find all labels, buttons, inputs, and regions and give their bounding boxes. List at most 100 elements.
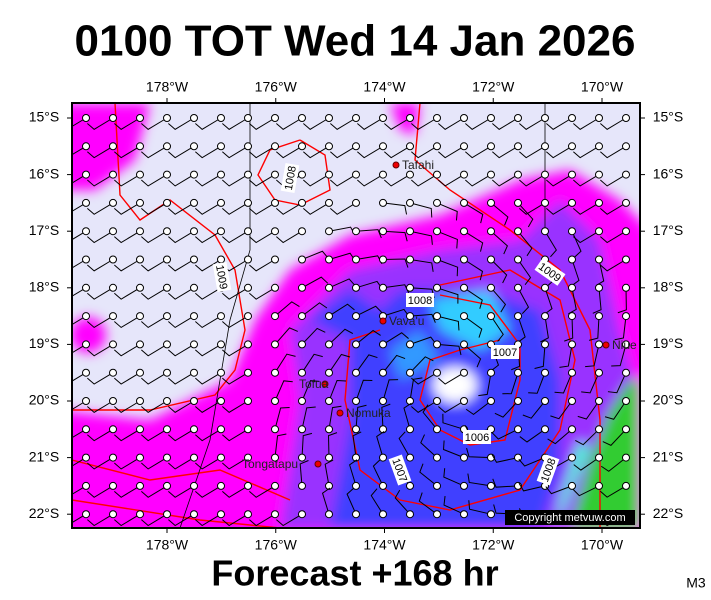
barb-station [271,481,279,490]
wind-barb [330,117,357,130]
barb-station [82,142,90,151]
wind-barb [382,202,408,215]
wind-barb [114,485,141,498]
wind-barb [328,278,356,289]
barb-station [487,114,495,122]
wind-barb [114,287,141,300]
barb-station [82,425,90,434]
lat-label: 18°S [29,279,60,295]
barb-station [325,453,333,462]
isobar-label: 1009 [213,264,229,290]
wind-barb [222,457,249,470]
barb-station [433,453,441,462]
barb-station [487,170,495,179]
wind-barb [463,344,482,368]
barb-station [622,397,630,405]
barb-station [271,170,279,179]
barb-station [487,142,495,151]
barb-station [487,510,495,519]
wind-barb [114,259,141,272]
lon-label: 172°W [472,79,515,95]
lat-label: 19°S [653,335,684,351]
wind-barb [303,202,330,215]
wind-barb [195,400,222,413]
barb-station [352,312,360,321]
wind-barb [611,344,627,367]
wind-barb [559,344,573,368]
wind-barb [384,117,411,130]
barb-station [190,312,198,321]
barb-station [568,255,576,264]
wind-barb [301,432,313,458]
barb-station [622,283,630,292]
isobar-label-group: 1008 [280,162,300,194]
lat-label: 17°S [29,222,60,238]
barb-station [352,283,360,292]
barb-station [460,255,468,264]
barb-station [406,142,414,151]
barb-station [217,142,225,151]
barb-station [514,283,522,292]
wind-barb [465,145,492,159]
wind-barb [492,478,519,488]
barb-station [352,170,360,179]
lat-label: 21°S [653,448,684,464]
barb-station [190,255,198,264]
isobar-label-box [491,345,519,359]
wind-barb [87,202,114,215]
wind-barb [382,230,408,242]
wind-barb [554,372,573,394]
barb-station [487,227,495,236]
barb-station [298,114,306,122]
wind-barb [330,202,357,215]
barb-station [514,397,522,405]
barb-station [244,255,252,264]
wind-barb [540,316,549,343]
wind-barb [195,428,222,442]
barb-station [163,425,171,434]
wind-barb [141,513,168,527]
isobar-label-group: 1007 [491,345,519,359]
wind-barb [517,202,534,228]
barb-station [190,481,198,490]
barb-station [541,114,549,122]
wind-barb [573,202,600,215]
wind-barb [438,400,465,413]
wind-barb [357,174,384,187]
barb-station [460,368,468,377]
barb-station [568,453,576,462]
title: 0100 TOT Wed 14 Jan 2026 [75,17,636,66]
barb-station [82,340,90,349]
wind-barb [465,400,492,415]
wind-barb [545,485,573,495]
isobar-label-group: 1008 [406,293,434,307]
barb-station [595,453,603,462]
barb-station [190,170,198,179]
barb-station [325,397,333,405]
barb-station [190,227,198,236]
barb-station [460,227,468,236]
wind-barb [274,301,300,317]
barb-station [244,481,252,490]
copyright-box [505,510,635,525]
barb-station [109,453,117,462]
barb-station [460,340,468,349]
wind-barb [564,316,574,342]
barb-station [406,227,414,236]
lon-label: 176°W [255,537,298,553]
barb-station [325,340,333,349]
wind-barb [384,145,411,159]
wind-barb [72,259,87,269]
wind-barb [492,174,519,187]
barb-station [352,227,360,236]
wind-barb [222,343,249,357]
barb-station [595,481,603,490]
wind-barb [490,202,509,226]
wind-barb [436,259,459,277]
barb-station [595,425,603,434]
barb-station [352,425,360,434]
wind-barb [299,460,309,486]
wind-barb [72,202,87,212]
barb-station [433,481,441,490]
barb-station [244,142,252,151]
